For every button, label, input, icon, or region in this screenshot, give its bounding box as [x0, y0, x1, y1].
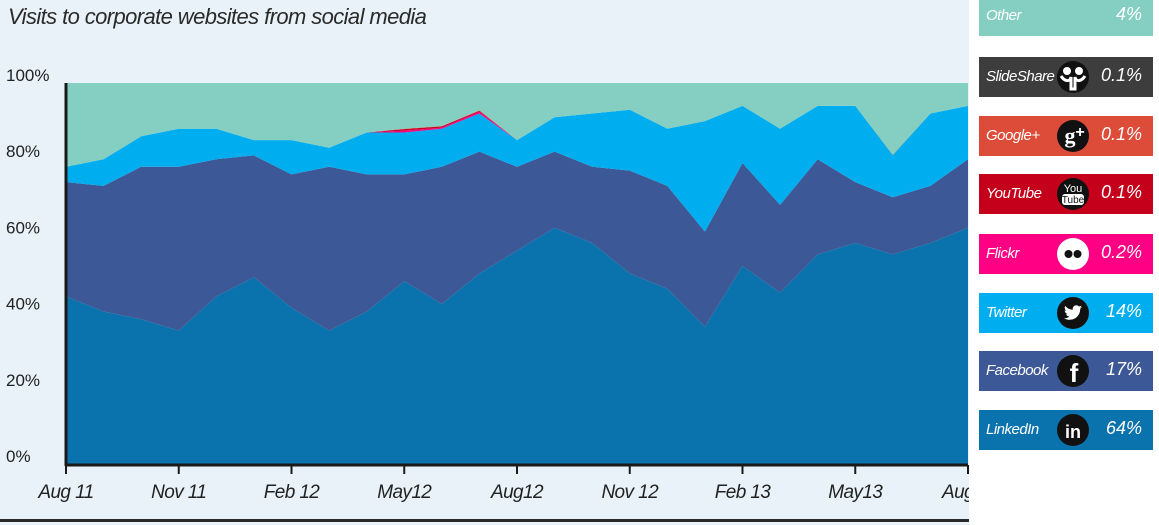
series-area-twitter — [66, 105, 968, 232]
legend-value: 4% — [1115, 4, 1142, 24]
bottom-rule — [0, 519, 969, 522]
legend-value: 0.2% — [1100, 242, 1142, 262]
x-tick-label: Feb 13 — [715, 482, 772, 503]
svg-text:You: You — [1064, 183, 1083, 195]
y-tick-label: 80% — [6, 142, 40, 161]
x-tick-label: Nov 12 — [601, 482, 659, 503]
legend-item-twitter: Twitter 14% — [979, 293, 1153, 333]
svg-text:Tube: Tube — [1062, 195, 1085, 206]
legend-value: 64% — [1105, 418, 1142, 438]
legend-value: 0.1% — [1100, 65, 1142, 85]
series-area-linkedin — [66, 227, 968, 464]
y-tick-label: 100% — [6, 66, 49, 85]
legend-item-youtube: YouTube You Tube 0.1% — [979, 174, 1153, 214]
y-tick-label: 0% — [6, 447, 31, 466]
facebook-icon: f — [1057, 355, 1089, 388]
x-tick-label: Aug 11 — [37, 482, 93, 503]
chart-title: Visits to corporate websites from social… — [8, 4, 427, 29]
flickr-icon — [1057, 238, 1089, 270]
svg-text:in: in — [1065, 422, 1081, 442]
y-tick-label: 40% — [6, 295, 40, 314]
legend-label: LinkedIn — [986, 421, 1039, 438]
legend-label: Other — [986, 7, 1022, 24]
twitter-icon — [1057, 297, 1089, 329]
legend-item-linkedin: LinkedIn in 64% — [979, 410, 1153, 450]
x-tick-label: Feb 12 — [264, 482, 321, 503]
google-plus-icon: g + — [1057, 120, 1089, 152]
legend-label: Google+ — [986, 127, 1040, 144]
legend-label: Flickr — [986, 245, 1019, 262]
slideshare-icon — [1057, 61, 1089, 93]
legend-item-slideshare: SlideShare 0.1% — [979, 57, 1153, 97]
x-tick-label: May12 — [377, 482, 432, 503]
legend-value: 14% — [1105, 301, 1142, 321]
legend-value: 17% — [1105, 359, 1142, 379]
svg-text:g: g — [1065, 123, 1076, 148]
legend-item-google: Google+ g +0.1% — [979, 116, 1153, 156]
series-area-other — [66, 83, 968, 167]
legend-item-other: Other 4% — [979, 0, 1153, 36]
x-tick-label: Aug13 — [941, 482, 969, 503]
youtube-icon: YouTube — [1057, 178, 1089, 210]
series-area-facebook — [66, 151, 968, 331]
x-tick-label: May13 — [828, 482, 883, 503]
chart-panel: Visits to corporate websites from social… — [0, 0, 969, 525]
x-tick-label: Aug12 — [490, 482, 544, 503]
x-tick-label: Nov 11 — [151, 482, 206, 503]
legend-value: 0.1% — [1100, 124, 1142, 144]
legend-label: SlideShare — [986, 68, 1055, 85]
y-tick-label: 60% — [6, 218, 40, 237]
y-tick-label: 20% — [6, 371, 40, 390]
stacked-area-chart: 0% 20% 40% 60% 80% 100% Aug 11 Nov 11 Feb 12 May1… — [6, 66, 969, 503]
legend-value: 0.1% — [1100, 182, 1142, 202]
legend-item-facebook: Facebook f 17% — [979, 351, 1153, 391]
linkedin-icon: in — [1057, 414, 1089, 446]
legend-label: YouTube — [986, 185, 1042, 202]
legend-label: Twitter — [986, 304, 1027, 321]
legend-label: Facebook — [986, 362, 1048, 379]
legend: Other 4% SlideShare 0.1% Google+ g +0.1% YouTub… — [979, 0, 1153, 525]
svg-text:+: + — [1075, 124, 1084, 141]
legend-item-flickr: Flickr 0.2% — [979, 234, 1153, 274]
svg-text:f: f — [1070, 358, 1079, 388]
